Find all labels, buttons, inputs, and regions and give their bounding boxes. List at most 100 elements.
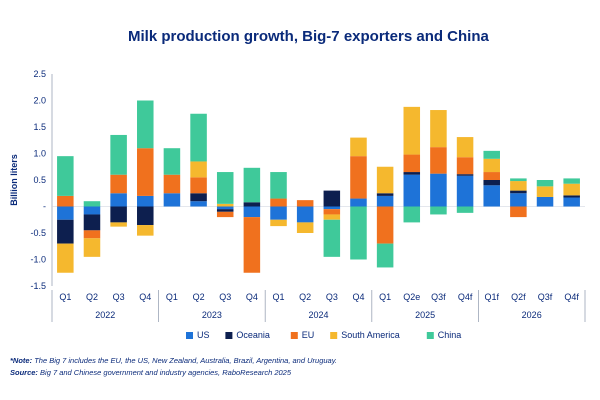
legend-label: EU (302, 330, 315, 340)
bar-segment-oceania (376, 193, 394, 196)
bar-segment-us (270, 206, 287, 220)
year-label: 2022 (95, 310, 115, 320)
bar-segment-eu (163, 174, 181, 194)
bar-segment-eu (323, 209, 341, 215)
bar-segment-oceania (456, 174, 474, 176)
chart-title: Milk production growth, Big-7 exporters … (128, 28, 489, 45)
bar-segment-eu (350, 156, 367, 199)
year-label: 2026 (522, 310, 542, 320)
bar-segment-south-america (376, 166, 394, 194)
bar-segment-south-america (216, 203, 234, 207)
year-label: 2024 (308, 310, 328, 320)
y-tick-label: 2.0 (33, 96, 46, 106)
bar-segment-us (483, 185, 500, 207)
bar-segment-china (323, 219, 341, 257)
bar-segment-us (216, 206, 234, 210)
bar-segment-us (456, 175, 474, 207)
bar-segment-south-america (403, 106, 421, 155)
legend-swatch-south-america (330, 332, 338, 339)
x-tick-label: Q3 (113, 292, 125, 302)
bar-segment-south-america (430, 110, 447, 148)
bar-segment-south-america (536, 186, 554, 197)
bar-segment-south-america (483, 158, 500, 173)
bar-segment-south-america (563, 183, 580, 196)
x-tick-label: Q3 (219, 292, 231, 302)
x-tick-label: Q4 (246, 292, 258, 302)
bar-segment-eu (296, 200, 314, 207)
y-tick-label: 1.0 (33, 149, 46, 159)
note-label: *Note: (10, 356, 33, 365)
year-label: 2023 (202, 310, 222, 320)
bar-segment-eu (243, 217, 261, 273)
bar-segment-china (536, 180, 554, 187)
bar-segment-oceania (216, 209, 234, 212)
legend-label: Oceania (236, 330, 270, 340)
y-tick-label: -0.5 (30, 228, 46, 238)
x-tick-label: Q4f (564, 292, 579, 302)
bar-segment-eu (510, 206, 527, 218)
bar-segment-eu (83, 230, 101, 239)
x-tick-label: Q1f (484, 292, 499, 302)
x-tick-label: Q4 (352, 292, 364, 302)
y-axis-title: Billion liters (9, 154, 19, 206)
y-tick-label: 0.5 (33, 175, 46, 185)
bar-segment-eu (483, 172, 500, 180)
bar-segment-south-america (350, 137, 367, 157)
x-tick-label: Q1 (59, 292, 71, 302)
bar-segment-oceania (563, 195, 580, 198)
bar-segment-us (296, 206, 314, 223)
x-tick-label: Q3f (538, 292, 553, 302)
bar-segment-oceania (510, 190, 527, 194)
bar-segment-us (243, 206, 261, 218)
y-tick-label: 2.5 (33, 69, 46, 79)
bar-segment-us (510, 193, 527, 207)
bar-segment-china (456, 206, 474, 213)
bar-segment-china (243, 167, 261, 203)
bar-segment-us (110, 193, 127, 207)
bar-segment-south-america (270, 219, 287, 227)
bar-segment-south-america (110, 222, 127, 227)
bar-segment-china (376, 243, 394, 268)
x-tick-label: Q2 (299, 292, 311, 302)
bar-segment-us (403, 174, 421, 207)
bar-segment-oceania (403, 172, 421, 175)
bar-segment-oceania (323, 190, 341, 207)
bar-segment-us (163, 193, 181, 207)
bar-segment-oceania (110, 206, 127, 223)
bar-segment-oceania (483, 180, 500, 186)
bar-segment-us (430, 173, 447, 207)
bar-segment-eu (430, 147, 447, 174)
chart-source: Source: Big 7 and Chinese government and… (10, 368, 291, 377)
x-tick-label: Q4 (139, 292, 151, 302)
x-tick-label: Q1 (379, 292, 391, 302)
bar-segment-us (563, 197, 580, 207)
bar-segment-oceania (137, 206, 154, 226)
legend-label: South America (341, 330, 400, 340)
x-tick-label: Q3 (326, 292, 338, 302)
bar-segment-us (323, 206, 341, 210)
bar-segment-eu (57, 195, 74, 207)
x-tick-label: Q2 (86, 292, 98, 302)
bar-segment-south-america (296, 222, 314, 233)
bar-segment-south-america (323, 214, 341, 220)
bar-segment-china (137, 100, 154, 149)
bar-segment-us (57, 206, 74, 220)
bar-segment-eu (190, 177, 207, 194)
bar-segment-china (510, 178, 527, 182)
legend-swatch-oceania (225, 332, 233, 339)
note-text: The Big 7 includes the EU, the US, New Z… (34, 356, 337, 365)
x-tick-label: Q1 (273, 292, 285, 302)
bar-segment-china (430, 206, 447, 215)
bar-segment-china (163, 148, 181, 175)
bar-segment-oceania (83, 214, 101, 231)
bar-segment-eu (137, 148, 154, 196)
bar-segment-china (563, 178, 580, 184)
bar-segment-south-america (57, 243, 74, 273)
bar-segment-south-america (83, 238, 101, 257)
bar-segment-china (57, 156, 74, 196)
bar-segment-us (83, 206, 101, 215)
x-tick-label: Q1 (166, 292, 178, 302)
bar-segment-oceania (190, 193, 207, 202)
